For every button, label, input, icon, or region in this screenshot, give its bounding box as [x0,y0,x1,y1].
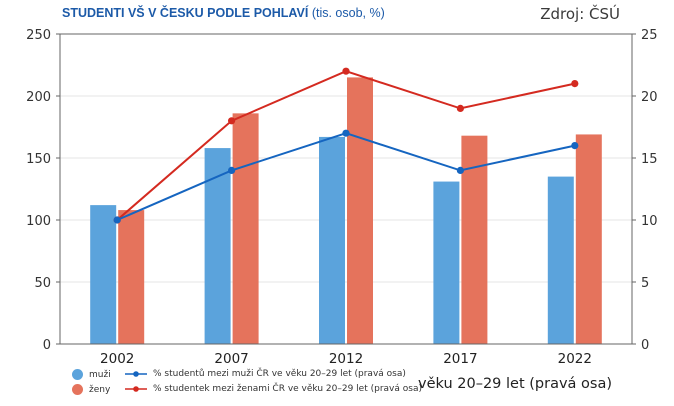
chart-title-main: STUDENTI VŠ V ČESKU PODLE POHLAVÍ [62,6,309,20]
legend-zeny-label: ženy [89,385,111,395]
source-label: Zdroj: ČSÚ [540,5,620,23]
legend-zeny-line-label: % studentek mezi ženami ČR ve věku 20–29… [153,384,422,394]
point-muzi [456,166,464,174]
bar-zeny [347,77,373,345]
axis-note: věku 20–29 let (pravá osa) [418,376,613,392]
right-axis-tick-label: 0 [641,338,649,353]
chart-title: STUDENTI VŠ V ČESKU PODLE POHLAVÍ (tis. … [62,6,385,20]
bar-muzi [547,176,574,344]
bar-zeny [461,135,488,344]
bar-muzi [433,181,460,344]
x-axis-category-label: 2012 [329,351,363,367]
left-axis-tick-label: 100 [26,214,51,229]
legend-zeny: ženy [72,384,110,395]
chart-title-sub: (tis. osob, %) [311,6,385,20]
line-muzi [116,132,576,221]
left-axis-tick-label: 200 [26,90,51,105]
legend-muzi-line: % studentů mezi muži ČR ve věku 20–29 le… [125,369,406,379]
left-axis-tick-label: 150 [26,152,51,167]
bar-muzi [319,136,345,344]
legend-muzi-label: muži [89,370,111,380]
legend-muzi-line-icon [125,370,147,377]
right-axis-tick-label: 25 [641,28,658,43]
left-axis-tick-label: 250 [26,28,51,43]
legend-muzi-line-label: % studentů mezi muži ČR ve věku 20–29 le… [153,369,406,379]
legend-muzi: muži [72,369,111,380]
point-zeny [456,104,464,112]
bar-zeny [232,113,259,344]
x-axis-category-label: 2017 [443,351,477,367]
bar-zeny [118,210,145,344]
bar-zeny [575,134,602,344]
legend-zeny-swatch [72,384,83,395]
right-axis-tick-label: 20 [641,90,658,105]
legend-muzi-swatch [72,369,83,380]
legend-zeny-line: % studentek mezi ženami ČR ve věku 20–29… [125,384,422,394]
point-muzi [571,142,579,150]
right-axis-tick-label: 5 [641,276,649,291]
bar-muzi [90,205,117,344]
right-axis-tick-label: 10 [641,214,658,229]
legend-zeny-line-icon [125,385,147,392]
line-zeny [116,70,576,221]
plot-frame [59,33,633,345]
right-axis-tick-label: 15 [641,152,658,167]
left-axis-tick-label: 50 [34,276,51,291]
point-muzi [342,129,350,137]
point-zeny [342,67,350,75]
point-zeny [228,117,236,125]
point-muzi [228,166,236,174]
point-zeny [571,80,579,88]
x-axis-category-label: 2002 [100,351,134,367]
x-axis-category-label: 2022 [558,351,592,367]
left-axis-tick-label: 0 [43,338,51,353]
point-muzi [113,216,121,224]
x-axis-category-label: 2007 [214,351,248,367]
